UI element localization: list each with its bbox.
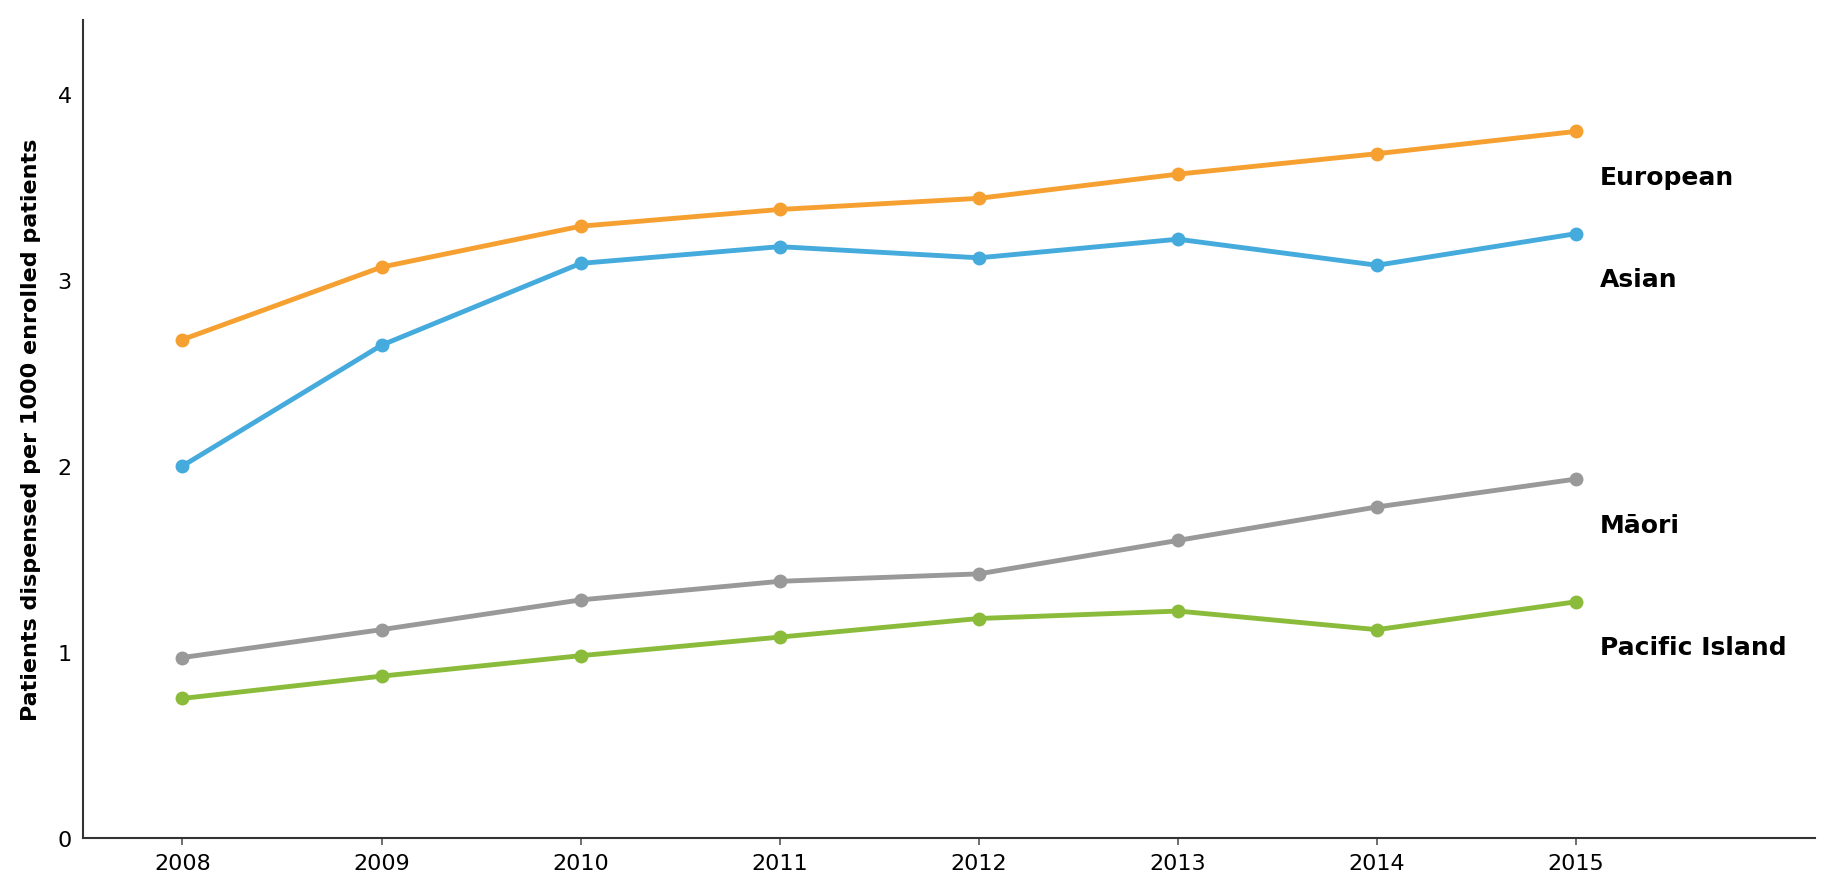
- Text: Māori: Māori: [1600, 513, 1681, 537]
- Text: Pacific Island: Pacific Island: [1600, 636, 1786, 660]
- Text: Asian: Asian: [1600, 268, 1677, 291]
- Y-axis label: Patients dispensed per 1000 enrolled patients: Patients dispensed per 1000 enrolled pat…: [20, 139, 41, 721]
- Text: European: European: [1600, 165, 1734, 190]
